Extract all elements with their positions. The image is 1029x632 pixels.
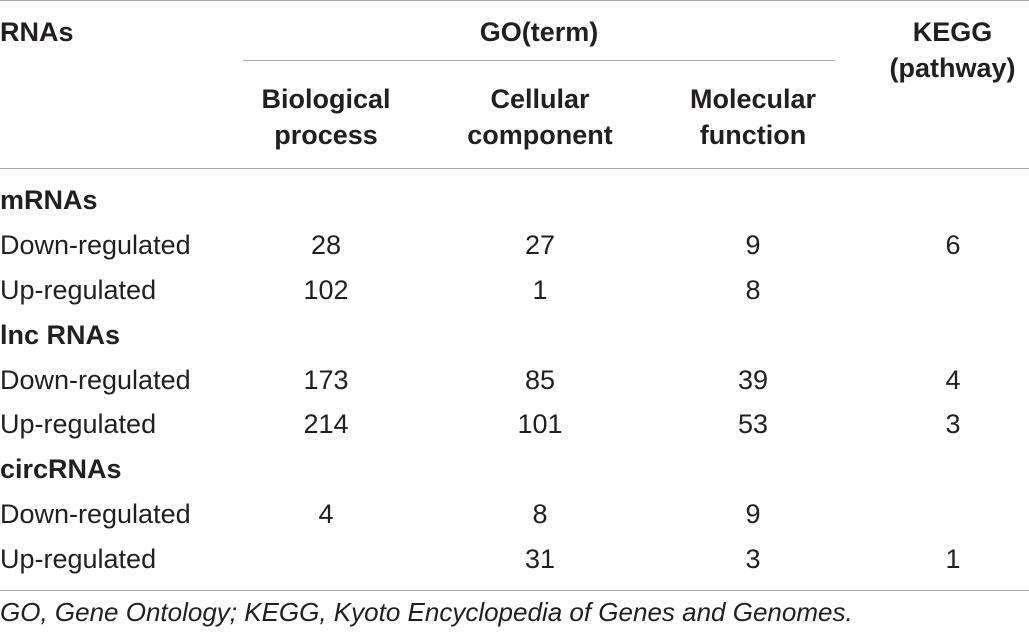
table-footnote: GO, Gene Ontology; KEGG, Kyoto Encyclope… bbox=[0, 597, 853, 627]
cell-cc: 1 bbox=[532, 275, 548, 305]
cell-cc: 101 bbox=[517, 409, 563, 439]
table-bottom-rule bbox=[0, 590, 1029, 591]
cell-kegg: 3 bbox=[945, 409, 961, 439]
header-mf-line1: Molecular bbox=[689, 84, 817, 114]
row-label: Up-regulated bbox=[0, 275, 157, 305]
header-cellular-component: Cellular component bbox=[455, 81, 625, 153]
header-cc-line1: Cellular bbox=[490, 84, 590, 114]
cell-cc: 31 bbox=[524, 544, 556, 574]
cell-bp: 173 bbox=[303, 365, 349, 395]
header-bp-line2: process bbox=[274, 120, 378, 150]
header-bottom-rule bbox=[0, 168, 1029, 169]
header-molecular-function: Molecular function bbox=[675, 81, 831, 153]
go-span-rule bbox=[243, 60, 835, 61]
row-label: Down-regulated bbox=[0, 365, 191, 395]
header-kegg-line2: (pathway) bbox=[889, 53, 1016, 83]
header-go-term: GO(term) bbox=[479, 17, 599, 47]
header-bp-line1: Biological bbox=[261, 84, 391, 114]
group-label-mrnas: mRNAs bbox=[0, 185, 98, 215]
row-label: Up-regulated bbox=[0, 544, 157, 574]
cell-mf: 9 bbox=[745, 499, 761, 529]
cell-mf: 39 bbox=[737, 365, 769, 395]
header-mf-line2: function bbox=[699, 120, 807, 150]
cell-cc: 85 bbox=[524, 365, 556, 395]
group-label-circrnas: circRNAs bbox=[0, 454, 122, 484]
cell-bp: 214 bbox=[303, 409, 349, 439]
row-label: Down-regulated bbox=[0, 230, 191, 260]
row-label: Up-regulated bbox=[0, 409, 157, 439]
cell-kegg: 4 bbox=[945, 365, 961, 395]
cell-mf: 8 bbox=[745, 275, 761, 305]
cell-mf: 53 bbox=[737, 409, 769, 439]
cell-bp: 28 bbox=[310, 230, 342, 260]
header-rnas: RNAs bbox=[0, 17, 74, 47]
cell-mf: 9 bbox=[745, 230, 761, 260]
table-top-rule bbox=[0, 0, 1029, 1]
header-kegg-line1: KEGG bbox=[912, 17, 993, 47]
cell-mf: 3 bbox=[745, 544, 761, 574]
header-kegg: KEGG (pathway) bbox=[876, 14, 1029, 86]
header-biological-process: Biological process bbox=[243, 81, 409, 153]
group-label-lnc-rnas: lnc RNAs bbox=[0, 320, 121, 350]
cell-kegg: 1 bbox=[945, 544, 961, 574]
cell-kegg: 6 bbox=[945, 230, 961, 260]
row-label: Down-regulated bbox=[0, 499, 191, 529]
cell-cc: 27 bbox=[524, 230, 556, 260]
cell-cc: 8 bbox=[532, 499, 548, 529]
cell-bp: 102 bbox=[303, 275, 349, 305]
cell-bp: 4 bbox=[318, 499, 334, 529]
header-cc-line2: component bbox=[467, 120, 613, 150]
